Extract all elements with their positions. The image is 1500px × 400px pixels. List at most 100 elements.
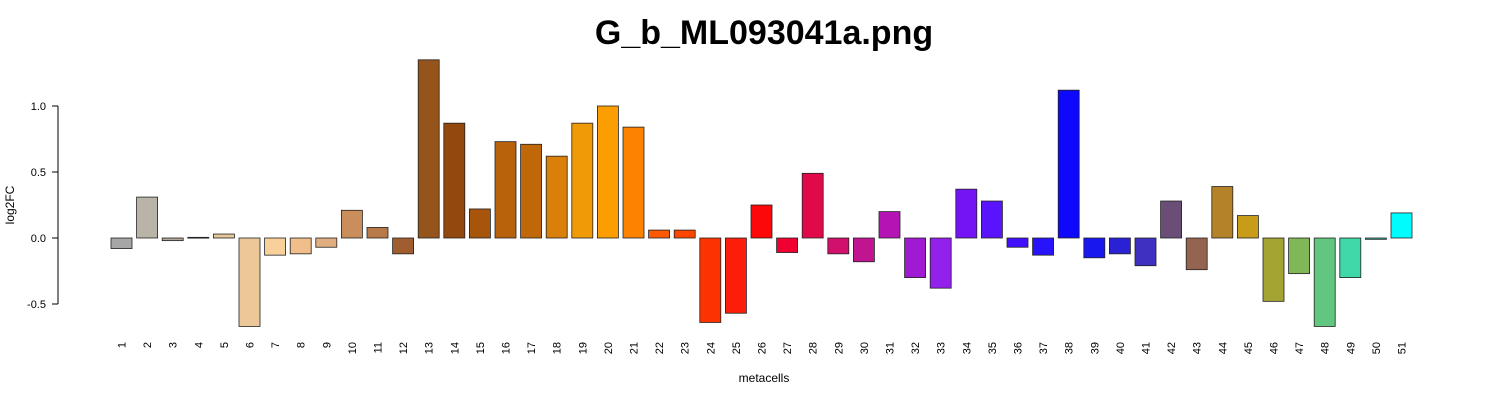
x-axis-label: metacells — [739, 371, 790, 385]
bar-38 — [1057, 89, 1080, 239]
x-tick-label: 3 — [168, 342, 180, 348]
bar-47 — [1288, 237, 1310, 275]
x-tick-label: 7 — [270, 342, 282, 348]
x-tick-label: 48 — [1320, 342, 1332, 354]
bar-20 — [597, 105, 619, 239]
bar-37 — [1032, 237, 1054, 256]
bar-34 — [955, 188, 978, 239]
x-tick-label: 9 — [321, 342, 333, 348]
bar-13 — [417, 59, 440, 239]
bar-40 — [1109, 237, 1131, 255]
bar-24 — [699, 237, 722, 323]
x-tick-label: 36 — [1013, 342, 1025, 354]
x-tick-label: 50 — [1371, 342, 1383, 354]
bars — [110, 59, 1413, 327]
bar-2 — [136, 196, 159, 239]
x-tick-label: 39 — [1089, 342, 1101, 354]
chart-title: G_b_ML093041a.png — [595, 14, 933, 52]
x-tick-label: 44 — [1217, 342, 1229, 354]
x-tick-label: 43 — [1192, 342, 1204, 354]
bar-43 — [1185, 237, 1208, 271]
bar-22 — [648, 229, 670, 239]
bar-28 — [801, 172, 824, 239]
x-tick-labels: 1 2 3 4 5 6 7 8 9 10 11 12 13 14 15 16 17 18 19 20 21 22 23 24 2… — [117, 342, 1409, 354]
bar-45 — [1237, 215, 1259, 239]
y-tick-label: -0.5 — [27, 299, 46, 311]
bar-17 — [520, 143, 542, 239]
x-tick-label: 22 — [654, 342, 666, 354]
x-tick-label: 37 — [1038, 342, 1050, 354]
x-tick-label: 10 — [347, 342, 359, 354]
bar-4 — [187, 236, 210, 239]
x-tick-label: 26 — [757, 342, 769, 354]
bar-42 — [1160, 200, 1182, 239]
bar-41 — [1134, 237, 1157, 267]
x-tick-label: 33 — [936, 342, 948, 354]
bar-31 — [878, 211, 901, 239]
y-tick-label: 0.0 — [31, 233, 46, 245]
x-tick-label: 38 — [1064, 342, 1076, 354]
x-tick-label: 4 — [193, 342, 205, 348]
bar-33 — [929, 237, 952, 289]
bar-3 — [161, 237, 184, 242]
bar-16 — [494, 141, 517, 239]
x-tick-label: 8 — [296, 342, 308, 348]
bar-25 — [725, 237, 747, 314]
bar-14 — [443, 122, 466, 239]
bar-6 — [238, 237, 261, 327]
bar-44 — [1211, 186, 1234, 239]
x-tick-label: 19 — [577, 342, 589, 354]
x-tick-label: 30 — [859, 342, 871, 354]
bar-36 — [1006, 237, 1029, 248]
x-tick-label: 16 — [501, 342, 513, 354]
bar-15 — [468, 208, 491, 239]
x-tick-label: 27 — [782, 342, 794, 354]
x-tick-label: 45 — [1243, 342, 1255, 354]
x-tick-label: 42 — [1166, 342, 1178, 354]
x-tick-label: 40 — [1115, 342, 1127, 354]
x-tick-label: 49 — [1345, 342, 1357, 354]
x-tick-label: 20 — [603, 342, 615, 354]
x-tick-label: 5 — [219, 342, 231, 348]
bar-49 — [1339, 237, 1362, 278]
bar-11 — [366, 227, 389, 239]
bar-35 — [981, 200, 1003, 239]
bar-19 — [571, 122, 594, 239]
bar-1 — [110, 237, 133, 249]
bar-9 — [315, 237, 338, 248]
x-tick-label: 17 — [526, 342, 538, 354]
x-tick-label: 46 — [1269, 342, 1281, 354]
bar-10 — [340, 209, 363, 239]
bar-48 — [1313, 237, 1336, 327]
x-tick-label: 34 — [961, 342, 973, 354]
bar-32 — [904, 237, 926, 278]
x-tick-label: 35 — [987, 342, 999, 354]
x-tick-label: 12 — [398, 342, 410, 354]
bar-12 — [392, 237, 415, 255]
x-tick-label: 11 — [373, 342, 385, 353]
y-axis-label: log2FC — [3, 185, 17, 224]
bar-7 — [264, 237, 287, 256]
y-tick-label: 0.5 — [31, 167, 46, 179]
bar-51 — [1390, 212, 1413, 239]
bar-26 — [750, 204, 773, 239]
bar-39 — [1083, 237, 1106, 259]
bar-50 — [1365, 237, 1387, 240]
bar-27 — [776, 237, 798, 253]
x-tick-label: 6 — [245, 342, 257, 348]
bar-46 — [1262, 237, 1285, 302]
x-tick-label: 13 — [424, 342, 436, 354]
x-tick-label: 29 — [833, 342, 845, 354]
x-tick-label: 23 — [680, 342, 692, 354]
x-tick-label: 21 — [629, 342, 641, 354]
bar-30 — [853, 237, 875, 263]
x-tick-label: 14 — [449, 342, 461, 354]
x-tick-label: 1 — [117, 342, 129, 348]
x-tick-label: 24 — [705, 342, 717, 354]
x-tick-label: 32 — [910, 342, 922, 354]
x-tick-label: 25 — [731, 342, 743, 354]
bar-21 — [622, 126, 645, 239]
x-tick-label: 2 — [142, 342, 154, 348]
y-tick-label: 1.0 — [31, 101, 46, 113]
